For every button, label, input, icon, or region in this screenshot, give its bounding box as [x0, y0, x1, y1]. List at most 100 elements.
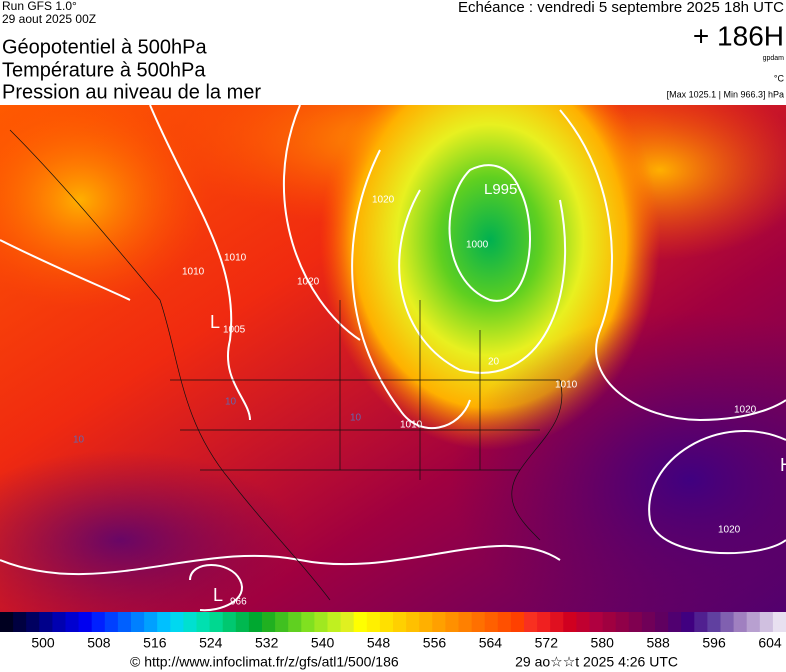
- map-label: 1010: [224, 253, 247, 264]
- colorbar-swatch: [248, 612, 263, 632]
- colorbar-swatch: [563, 612, 577, 632]
- colorbar-label: 548: [367, 635, 391, 651]
- map-label: 966: [230, 597, 247, 608]
- lead-time: + 186H: [693, 20, 784, 51]
- title-line: Température à 500hPa: [2, 59, 206, 81]
- title-line: Pression au niveau de la mer: [2, 81, 261, 103]
- colorbar-swatch: [288, 612, 302, 632]
- colorbar-label: 524: [199, 635, 223, 651]
- colorbar-swatch: [524, 612, 538, 632]
- map-label: 1000: [466, 240, 489, 251]
- colorbar-label: 572: [535, 635, 559, 651]
- colorbar-swatch: [235, 612, 250, 632]
- colorbar-swatch: [183, 612, 197, 632]
- map-label: L: [210, 312, 220, 332]
- colorbar-label: 532: [255, 635, 279, 651]
- colorbar-swatch: [262, 612, 276, 632]
- colorbar-swatch: [668, 612, 682, 632]
- colorbar-swatch: [694, 612, 708, 632]
- valid-time: Echéance : vendredi 5 septembre 2025 18h…: [458, 0, 784, 16]
- colorbar-label: 588: [646, 635, 670, 651]
- colorbar-swatch: [445, 612, 459, 632]
- map-label: 1020: [734, 405, 757, 416]
- colorbar-swatch: [366, 612, 381, 632]
- colorbar-label: 508: [87, 635, 111, 651]
- colorbar-swatch: [144, 612, 158, 632]
- colorbar-swatch: [353, 612, 368, 632]
- map-label: 1005: [223, 325, 246, 336]
- colorbar-swatch: [65, 612, 80, 632]
- map-label: 1010: [555, 380, 578, 391]
- map-label: L: [213, 585, 223, 605]
- footer-url: © http://www.infoclimat.fr/z/gfs/atl1/50…: [130, 654, 399, 670]
- map-label: 10: [73, 435, 85, 446]
- colorbar-swatch: [458, 612, 473, 632]
- colorbar-swatch: [772, 612, 786, 632]
- colorbar-swatch: [628, 612, 643, 632]
- colorbar-swatch: [550, 612, 564, 632]
- map-label: 10: [225, 397, 237, 408]
- colorbar-swatch: [0, 612, 14, 632]
- colorbar-swatch: [720, 612, 735, 632]
- colorbar-swatch: [379, 612, 394, 632]
- colorbar-swatch: [655, 612, 669, 632]
- colorbar-label: 556: [423, 635, 447, 651]
- colorbar-label: 604: [758, 635, 782, 651]
- colorbar-swatch: [641, 612, 656, 632]
- colorbar-label: 516: [143, 635, 167, 651]
- colorbar-swatch: [406, 612, 420, 632]
- colorbar-swatch: [589, 612, 604, 632]
- colorbar-swatch: [432, 612, 446, 632]
- map-label: L995: [484, 181, 517, 198]
- colorbar-swatch: [510, 612, 525, 632]
- map-label: 1020: [297, 277, 320, 288]
- colorbar-swatch: [222, 612, 237, 632]
- colorbar-swatch: [13, 612, 27, 632]
- colorbar-label: 580: [591, 635, 615, 651]
- colorbar-swatch: [419, 612, 433, 632]
- colorbar-label: 596: [702, 635, 726, 651]
- map-label: 20: [488, 357, 500, 368]
- colorbar-label: 540: [311, 635, 335, 651]
- unit: °C: [774, 73, 785, 83]
- colorbar-swatch: [733, 612, 748, 632]
- pressure-range: [Max 1025.1 | Min 966.3] hPa: [667, 89, 784, 99]
- colorbar-swatch: [39, 612, 53, 632]
- run-date: 29 aout 2025 00Z: [2, 12, 96, 26]
- colorbar-swatch: [209, 612, 224, 632]
- map-label: 1010: [182, 267, 205, 278]
- colorbar-swatch: [471, 612, 486, 632]
- colorbar-swatch: [615, 612, 630, 632]
- colorbar-swatch: [681, 612, 695, 632]
- colorbar-swatch: [301, 612, 315, 632]
- colorbar-swatch: [131, 612, 145, 632]
- colorbar-swatch: [602, 612, 617, 632]
- title-line: Géopotentiel à 500hPa: [2, 36, 207, 58]
- colorbar-swatch: [91, 612, 106, 632]
- map-label: H: [780, 455, 786, 475]
- colorbar-swatch: [484, 612, 499, 632]
- colorbar-swatch: [393, 612, 407, 632]
- colorbar-label: 500: [31, 635, 55, 651]
- colorbar-swatch: [275, 612, 289, 632]
- map-field: [0, 105, 786, 612]
- colorbar-swatch: [340, 612, 355, 632]
- colorbar-swatch: [117, 612, 132, 632]
- colorbar-swatch: [497, 612, 512, 632]
- map-label: 1010: [400, 420, 423, 431]
- colorbar-swatch: [52, 612, 66, 632]
- colorbar-swatch: [746, 612, 761, 632]
- footer-stamp: 29 ao☆☆t 2025 4:26 UTC: [515, 654, 678, 670]
- colorbar-swatch: [78, 612, 93, 632]
- colorbar-swatch: [707, 612, 721, 632]
- map-label: 10: [350, 413, 362, 424]
- colorbar-swatch: [314, 612, 328, 632]
- map-label: 1020: [718, 525, 741, 536]
- run-label: Run GFS 1.0°: [2, 0, 77, 13]
- colorbar-swatch: [157, 612, 171, 632]
- colorbar-swatch: [104, 612, 119, 632]
- colorbar-swatch: [170, 612, 184, 632]
- colorbar-swatch: [196, 612, 211, 632]
